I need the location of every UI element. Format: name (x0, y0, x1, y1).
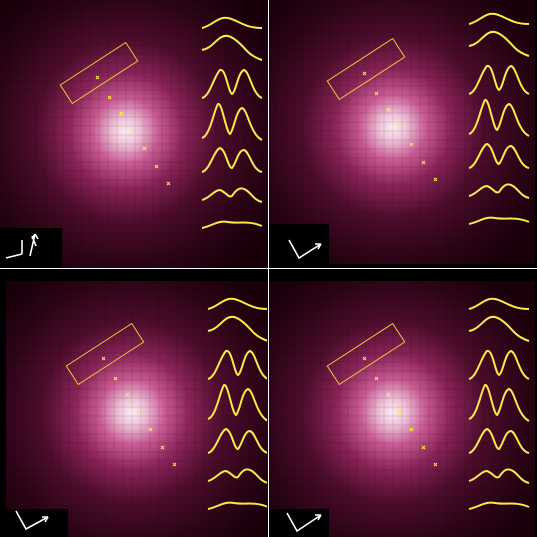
panel-top-left (0, 0, 268, 268)
panel-top-right (267, 0, 535, 264)
panel-bottom-right (267, 281, 535, 537)
panel-bottom-left (6, 281, 274, 537)
